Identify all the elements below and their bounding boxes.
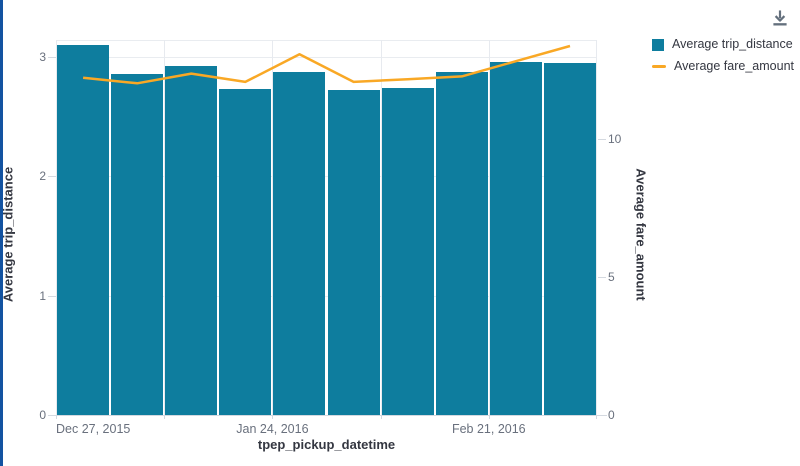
- left-axis-tick-label: 1: [39, 288, 46, 303]
- plot-top-border: [56, 40, 597, 41]
- h-gridline: [56, 176, 597, 178]
- right-axis-tick-label: 0: [608, 408, 615, 422]
- legend-label: Average fare_amount: [674, 59, 794, 73]
- bar[interactable]: [219, 89, 272, 415]
- bar[interactable]: [543, 62, 596, 415]
- download-button[interactable]: [769, 7, 791, 29]
- v-gridline: [489, 40, 490, 415]
- x-tick-mark: [596, 415, 597, 419]
- x-tick-mark: [56, 415, 57, 419]
- h-gridline: [56, 295, 597, 297]
- v-gridline: [272, 40, 273, 415]
- legend: Average trip_distance Average fare_amoun…: [652, 37, 794, 74]
- download-icon: [773, 10, 787, 26]
- bar[interactable]: [111, 73, 164, 415]
- x-tick-mark: [272, 415, 273, 419]
- h-gridline: [56, 56, 597, 58]
- v-gridline: [164, 40, 165, 415]
- legend-label: Average trip_distance: [672, 37, 793, 51]
- bar[interactable]: [489, 61, 542, 415]
- x-axis-tick-label: Feb 21, 2016: [451, 422, 526, 436]
- x-axis-line: [56, 415, 607, 416]
- right-axis-tick-label: 10: [608, 131, 622, 146]
- line-series-layer: [82, 44, 571, 85]
- bar[interactable]: [57, 44, 110, 415]
- bar[interactable]: [327, 90, 380, 415]
- fare-amount-line[interactable]: [82, 44, 571, 85]
- left-axis-tick-mark: [48, 56, 56, 58]
- bar[interactable]: [273, 72, 326, 415]
- line-series-swatch: [652, 65, 666, 68]
- x-tick-mark: [164, 415, 165, 419]
- legend-item-trip-distance[interactable]: Average trip_distance: [652, 37, 794, 52]
- v-gridline: [381, 40, 382, 415]
- plot-area: tpep_pickup_datetime Average trip_distan…: [1, 40, 649, 452]
- legend-item-fare-amount[interactable]: Average fare_amount: [652, 59, 794, 74]
- x-tick-mark: [489, 415, 490, 419]
- right-axis-tick-mark: [598, 276, 606, 278]
- right-axis-tick-mark: [598, 138, 606, 140]
- left-axis-tick-mark: [48, 295, 56, 297]
- x-tick-mark: [381, 415, 382, 419]
- right-axis-tick-label: 5: [608, 269, 615, 284]
- right-axis-title-text: Average fare_amount: [633, 168, 649, 301]
- x-axis-title: tpep_pickup_datetime: [257, 437, 396, 452]
- left-axis-tick-mark: [48, 415, 56, 416]
- bar[interactable]: [381, 87, 434, 415]
- left-axis-tick-label: 0: [39, 408, 46, 422]
- bar[interactable]: [435, 72, 488, 415]
- x-axis-tick-label: Jan 24, 2016: [236, 422, 309, 436]
- right-axis-tick-mark: [598, 415, 606, 416]
- selected-cell-indicator: [0, 0, 3, 466]
- v-gridline: [596, 40, 597, 415]
- bar[interactable]: [165, 66, 218, 415]
- left-axis-title-text: Average trip_distance: [0, 166, 16, 303]
- left-axis-tick-mark: [48, 176, 56, 178]
- x-axis-tick-label: Dec 27, 2015: [56, 422, 131, 436]
- left-axis-tick-label: 3: [39, 49, 46, 64]
- left-axis-tick-label: 2: [39, 169, 46, 184]
- v-gridline: [56, 40, 57, 415]
- bar-series-swatch: [652, 38, 664, 51]
